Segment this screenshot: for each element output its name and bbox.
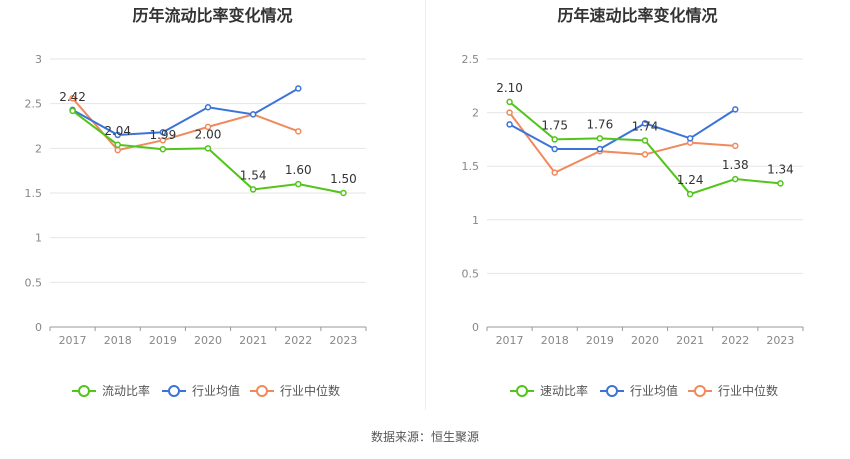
chart1-y-tick-label: 2.5 — [25, 98, 43, 111]
chart2-x-tick-label: 2022 — [721, 334, 749, 347]
chart2-data-point — [506, 121, 513, 128]
chart1-data-label: 2.42 — [59, 90, 86, 104]
chart2-data-label: 1.34 — [767, 162, 794, 176]
chart2-data-point — [551, 145, 558, 153]
chart2-data-point — [641, 137, 649, 144]
chart1-legend-marker — [168, 385, 180, 397]
chart2-data-point — [732, 106, 739, 113]
chart2-y-tick-label: 0.5 — [462, 267, 480, 280]
chart2-legend-marker — [606, 385, 618, 397]
chart1-data-point — [69, 95, 76, 102]
chart2-data-point — [686, 135, 694, 142]
chart1-data-label: 1.50 — [330, 172, 357, 186]
chart2-data-point — [506, 98, 513, 106]
chart1-data-point — [204, 145, 212, 152]
chart2-x-tick-label: 2018 — [541, 334, 569, 347]
chart1-data-point — [204, 103, 212, 111]
chart1-x-tick-label: 2017 — [59, 334, 87, 347]
chart1-data-point — [159, 145, 167, 153]
chart2-data-label: 1.74 — [632, 119, 659, 133]
chart1-data-point — [249, 186, 257, 193]
chart2-legend-label: 行业中位数 — [718, 383, 778, 398]
chart1-x-tick-label: 2022 — [284, 334, 312, 347]
chart1-data-label: 1.99 — [149, 128, 176, 142]
chart2-y-tick-label: 1.5 — [462, 160, 480, 173]
chart2-y-tick-label: 1 — [472, 214, 479, 227]
chart-divider — [425, 0, 426, 410]
chart2-data-point — [641, 120, 649, 127]
chart1-y-tick-label: 0.5 — [25, 276, 43, 289]
chart2-x-tick-label: 2019 — [586, 334, 614, 347]
chart2-legend-marker — [516, 385, 528, 397]
chart2-data-point — [596, 145, 604, 153]
chart2-data-point — [551, 136, 558, 143]
chart1-data-point — [114, 146, 121, 154]
chart1-data-label: 2.00 — [195, 127, 222, 141]
chart1-data-point — [204, 123, 212, 131]
chart1-series-line-industry-median — [71, 97, 299, 152]
chart2-x-tick-label: 2017 — [496, 334, 524, 347]
chart1-data-point — [340, 189, 347, 197]
chart2-data-label: 1.38 — [722, 158, 749, 172]
chart2-data-point — [732, 175, 739, 183]
chart2-data-point — [596, 135, 604, 142]
chart1-data-point — [249, 111, 257, 118]
chart1-y-tick-label: 1.5 — [25, 187, 43, 200]
chart2-legend-marker — [694, 385, 706, 397]
chart2-x-tick-label: 2020 — [631, 334, 659, 347]
chart2-data-point — [686, 190, 694, 198]
chart2-data-point — [506, 109, 513, 116]
chart1-y-tick-label: 0 — [35, 321, 42, 334]
chart1-legend-label: 行业均值 — [192, 383, 240, 398]
chart-title-quick-ratio: 历年速动比率变化情况 — [557, 6, 718, 25]
chart1-x-tick-label: 2021 — [239, 334, 267, 347]
chart1-data-point — [114, 131, 121, 139]
chart2-y-tick-label: 2 — [472, 107, 479, 120]
chart2-data-point — [777, 180, 784, 187]
chart2-x-tick-label: 2021 — [676, 334, 704, 347]
chart1-data-point — [114, 141, 121, 149]
chart1-y-tick-label: 3 — [35, 53, 42, 66]
chart2-data-label: 1.76 — [586, 117, 613, 131]
chart-title-current-ratio: 历年流动比率变化情况 — [132, 6, 293, 25]
chart2-series-line-industry-median — [508, 111, 736, 174]
chart2-x-tick-label: 2023 — [766, 334, 794, 347]
chart1-data-point — [159, 129, 167, 136]
chart1-data-label: 1.54 — [240, 168, 267, 182]
chart2-legend-label: 速动比率 — [540, 383, 588, 398]
chart1-x-tick-label: 2019 — [149, 334, 177, 347]
data-source-note: 数据来源：恒生聚源 — [370, 430, 479, 444]
chart2-data-label: 1.24 — [677, 173, 704, 187]
chart2-series-line-main — [508, 101, 781, 196]
chart1-data-point — [295, 180, 302, 188]
chart2-data-label: 1.75 — [541, 118, 568, 132]
chart1-legend-label: 行业中位数 — [280, 383, 340, 398]
chart1-data-point — [295, 85, 302, 92]
chart2-data-point — [732, 142, 739, 150]
chart1-series-line-industry-mean — [72, 87, 299, 136]
chart1-legend-marker — [78, 385, 90, 397]
chart2-data-point — [551, 169, 558, 176]
chart1-data-point — [295, 128, 302, 135]
chart2-y-tick-label: 0 — [472, 321, 479, 334]
chart2-series-line-industry-mean — [509, 108, 736, 151]
chart1-legend-marker — [256, 385, 268, 397]
chart2-y-tick-label: 2.5 — [462, 53, 480, 66]
chart1-x-tick-label: 2018 — [104, 334, 132, 347]
chart1-y-tick-label: 2 — [35, 142, 42, 155]
chart1-data-label: 2.04 — [104, 124, 131, 138]
chart1-x-tick-label: 2023 — [329, 334, 357, 347]
chart1-data-label: 1.60 — [285, 163, 312, 177]
chart2-legend-label: 行业均值 — [630, 383, 678, 398]
chart1-x-tick-label: 2020 — [194, 334, 222, 347]
chart2-data-point — [641, 151, 649, 158]
chart1-data-point — [69, 107, 76, 115]
chart1-data-point — [159, 137, 167, 144]
chart1-y-tick-label: 1 — [35, 232, 42, 245]
chart1-legend-label: 流动比率 — [102, 383, 150, 398]
chart2-data-label: 2.10 — [496, 81, 523, 95]
